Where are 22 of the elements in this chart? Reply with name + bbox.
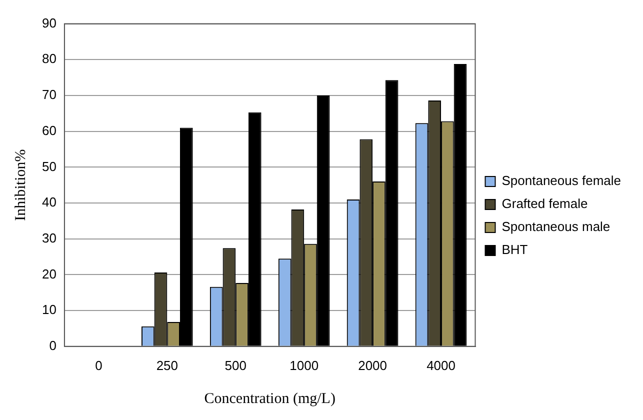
y-tick-label: 40 [42, 194, 56, 210]
legend-label: Grafted female [502, 196, 588, 212]
x-tick-label: 4000 [426, 358, 456, 373]
x-tick-label: 2000 [358, 358, 388, 373]
y-tick-label: 80 [42, 51, 56, 66]
y-tick-label: 20 [42, 266, 56, 282]
x-tick-label: 0 [95, 358, 102, 373]
y-tick-label: 50 [42, 158, 56, 174]
y-tick-label: 30 [42, 230, 56, 246]
legend-label: BHT [502, 242, 528, 258]
y-tick-label: 60 [42, 122, 56, 138]
y-tick-label: 0 [49, 338, 56, 353]
x-tick-label: 500 [224, 358, 246, 373]
y-tick-label: 10 [42, 302, 56, 318]
x-tick-label: 1000 [290, 358, 319, 373]
y-tick-label: 90 [42, 15, 56, 30]
x-axis-title: Concentration (mg/L) [204, 390, 336, 407]
legend-label: Spontaneous male [502, 219, 610, 234]
y-axis-title: Inhibition% [12, 149, 29, 221]
x-tick-label: 250 [156, 358, 178, 373]
legend-label: Spontaneous female [502, 173, 622, 188]
y-tick-label: 70 [42, 87, 56, 102]
